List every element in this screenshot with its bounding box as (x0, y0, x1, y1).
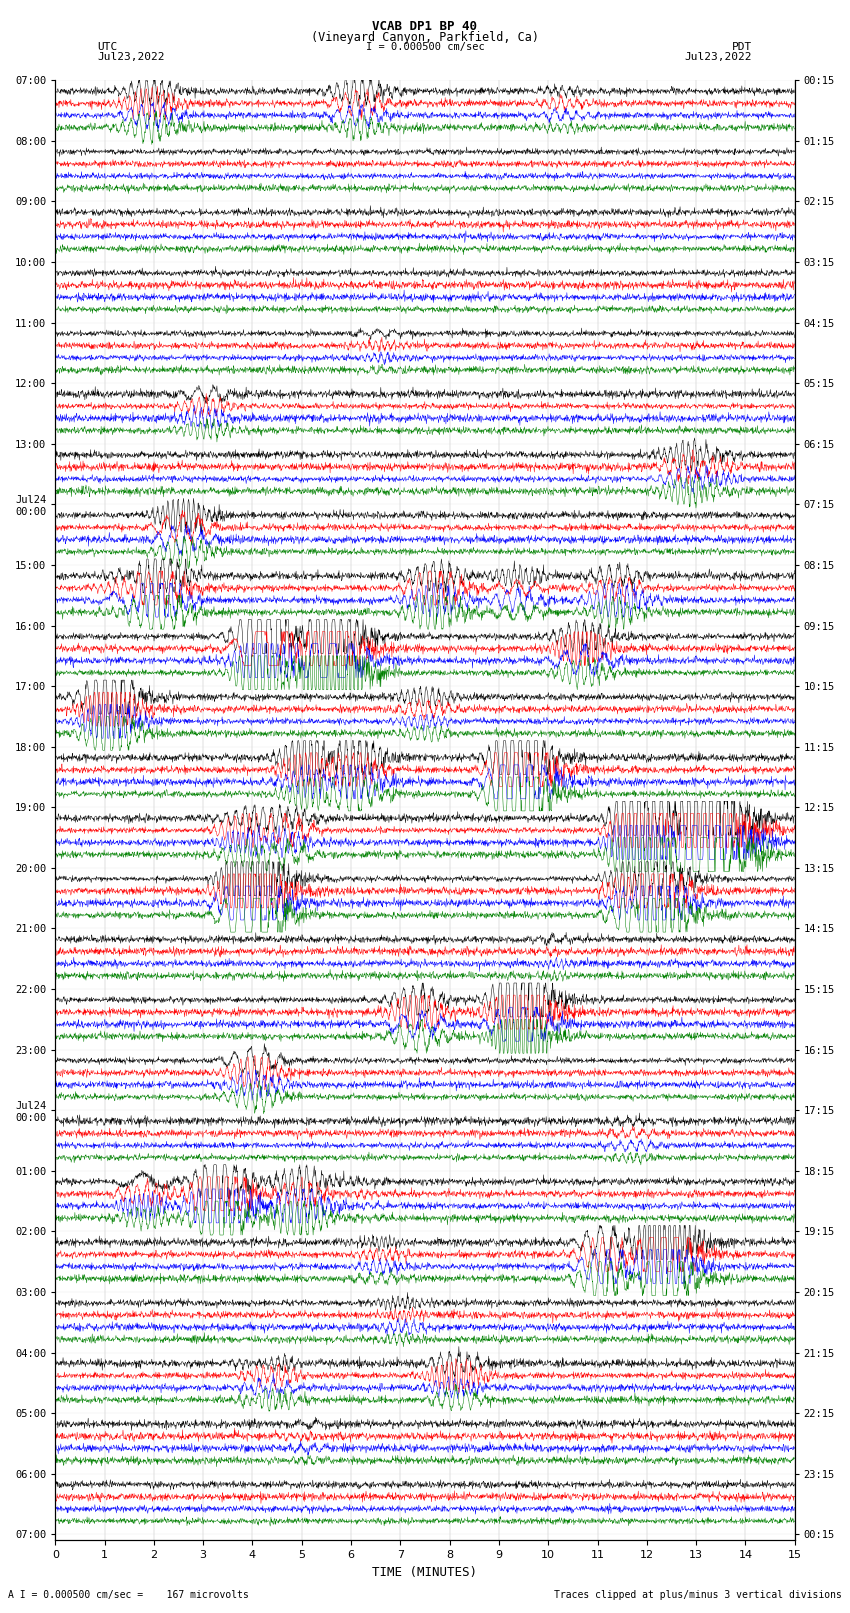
Text: Jul23,2022: Jul23,2022 (685, 52, 752, 61)
X-axis label: TIME (MINUTES): TIME (MINUTES) (372, 1566, 478, 1579)
Text: UTC: UTC (98, 42, 118, 52)
Text: PDT: PDT (732, 42, 752, 52)
Text: (Vineyard Canyon, Parkfield, Ca): (Vineyard Canyon, Parkfield, Ca) (311, 31, 539, 44)
Text: I = 0.000500 cm/sec: I = 0.000500 cm/sec (366, 42, 484, 52)
Text: A I = 0.000500 cm/sec =    167 microvolts: A I = 0.000500 cm/sec = 167 microvolts (8, 1590, 249, 1600)
Text: Traces clipped at plus/minus 3 vertical divisions: Traces clipped at plus/minus 3 vertical … (553, 1590, 842, 1600)
Text: Jul23,2022: Jul23,2022 (98, 52, 165, 61)
Text: VCAB DP1 BP 40: VCAB DP1 BP 40 (372, 19, 478, 34)
